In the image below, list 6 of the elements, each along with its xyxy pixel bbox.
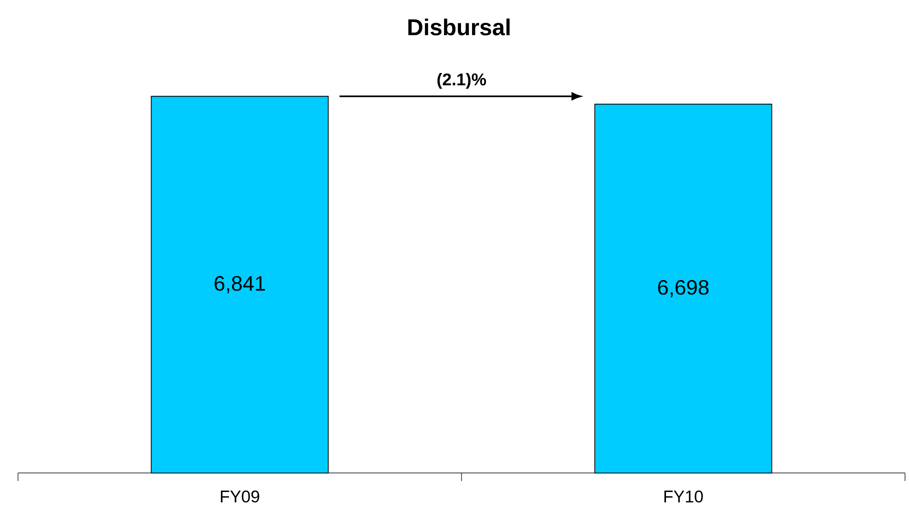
data-label: 6,698	[658, 280, 709, 298]
x-tick-label: FY09	[220, 490, 260, 503]
text: (2.1)%	[437, 73, 486, 89]
chart-title: Disbursal	[408, 18, 510, 36]
x-tick-label: FY10	[664, 490, 703, 503]
data-label: 6,841	[214, 276, 265, 294]
